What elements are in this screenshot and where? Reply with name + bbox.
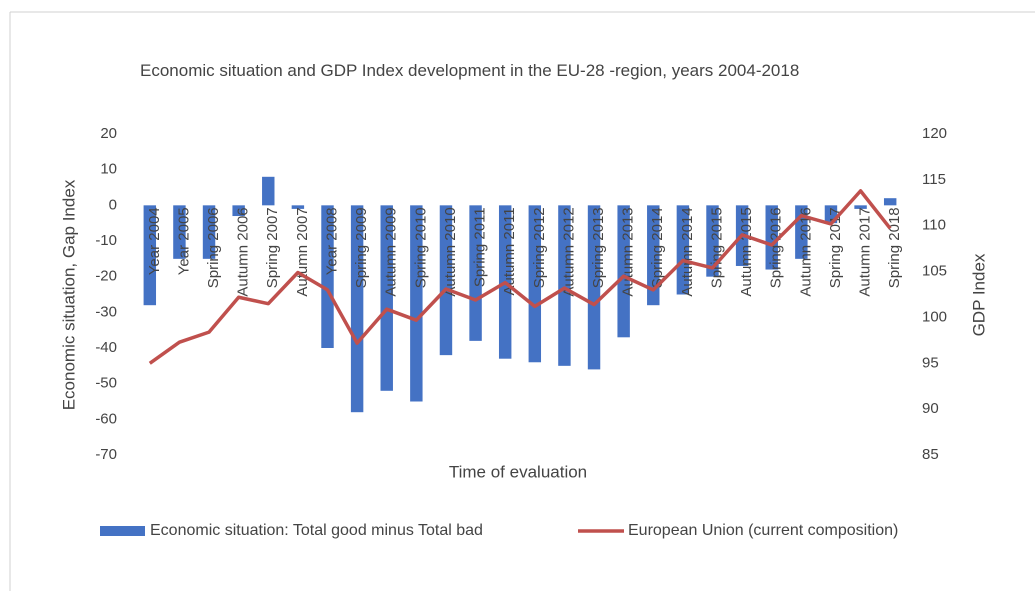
x-tick-label: Autumn 2017 <box>857 207 874 296</box>
y-tick-label: -70 <box>95 446 117 463</box>
x-tick-label: Spring 2013 <box>590 207 607 288</box>
y-tick-label: -20 <box>95 268 117 285</box>
bar <box>262 176 275 206</box>
x-tick-label: Autumn 2015 <box>738 207 755 296</box>
y2-tick-label: 115 <box>922 171 946 188</box>
x-tick-label: Autumn 2014 <box>679 207 696 296</box>
y2-axis-title: GDP Index <box>969 253 988 336</box>
x-tick-label: Year 2008 <box>323 207 340 275</box>
legend-label: European Union (current composition) <box>628 522 898 539</box>
y2-tick-label: 120 <box>922 125 947 142</box>
x-tick-label: Spring 2009 <box>353 207 370 288</box>
y-tick-label: 0 <box>109 196 117 213</box>
y-tick-label: 10 <box>100 161 117 178</box>
line <box>148 189 892 365</box>
x-tick-label: Spring 2007 <box>264 207 281 288</box>
bar <box>232 205 245 217</box>
bar <box>587 205 601 370</box>
x-tick-label: Autumn 2010 <box>442 207 459 296</box>
bar <box>380 205 393 391</box>
bar <box>617 205 630 338</box>
bar <box>647 205 660 306</box>
bar <box>350 205 364 413</box>
x-tick-label: Spring 2015 <box>708 207 725 288</box>
bar <box>469 205 482 341</box>
y-tick-label: -60 <box>95 410 117 427</box>
x-tick-label: Spring 2017 <box>827 207 844 288</box>
y2-tick-label: 90 <box>922 400 939 417</box>
bar <box>706 205 719 277</box>
y-tick-label: -10 <box>95 232 117 249</box>
x-tick-label: Autumn 2009 <box>383 207 400 296</box>
y2-tick-label: 100 <box>922 308 947 325</box>
bar <box>883 198 897 206</box>
bar <box>410 205 423 402</box>
bar <box>143 205 157 306</box>
x-tick-label: Autumn 2007 <box>294 207 311 296</box>
bar <box>173 205 186 259</box>
bar <box>676 205 690 295</box>
x-tick-label: Autumn 2006 <box>235 207 252 296</box>
bar <box>558 205 571 366</box>
y-tick-label: -30 <box>95 303 117 320</box>
x-tick-label: Spring 2010 <box>412 207 429 288</box>
y-tick-label: -40 <box>95 339 117 356</box>
x-tick-label: Year 2005 <box>175 207 192 275</box>
x-tick-label: Spring 2006 <box>205 207 222 288</box>
x-tick-label: Spring 2018 <box>886 207 903 288</box>
bar <box>765 205 778 270</box>
x-tick-label: Year 2004 <box>146 207 163 275</box>
x-tick-label: Autumn 2011 <box>501 207 518 295</box>
y-tick-label: -50 <box>95 375 117 392</box>
x-tick-label: Spring 2012 <box>531 207 548 288</box>
bar <box>202 205 216 259</box>
y-axis-title: Economic situation, Gap Index <box>59 179 78 410</box>
legend-swatch <box>100 526 145 536</box>
y2-tick-label: 95 <box>922 354 939 371</box>
x-axis-title: Time of evaluation <box>449 462 587 481</box>
bar <box>439 205 453 356</box>
y-tick-label: 20 <box>100 125 117 142</box>
y2-tick-label: 110 <box>922 217 946 234</box>
legend-label: Economic situation: Total good minus Tot… <box>150 522 483 539</box>
chart-title: Economic situation and GDP Index develop… <box>140 61 800 80</box>
bar <box>321 205 334 348</box>
bar <box>528 205 542 363</box>
y2-tick-label: 85 <box>922 446 939 463</box>
x-tick-label: Autumn 2013 <box>620 207 637 296</box>
bar <box>854 205 867 209</box>
x-tick-label: Spring 2014 <box>649 207 666 288</box>
x-tick-label: Spring 2016 <box>768 207 785 288</box>
x-tick-label: Spring 2011 <box>472 207 489 287</box>
x-tick-label: Autumn 2016 <box>797 207 814 296</box>
x-tick-label: Autumn 2012 <box>560 207 577 296</box>
bar <box>291 205 305 209</box>
y2-tick-label: 105 <box>922 263 947 280</box>
